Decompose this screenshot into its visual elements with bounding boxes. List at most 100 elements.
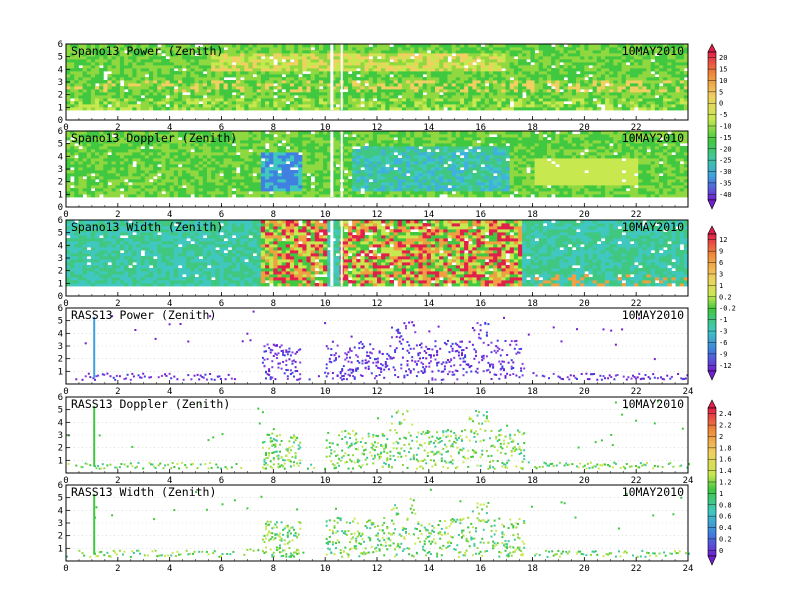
heatmap-cell (202, 167, 208, 171)
heatmap-cell (451, 44, 457, 48)
heatmap-cell (211, 179, 216, 183)
heatmap-cell (169, 143, 175, 147)
heatmap-cell (318, 137, 324, 141)
heatmap-cell (186, 68, 191, 72)
heatmap-cell (671, 95, 676, 99)
heatmap-cell (186, 71, 191, 75)
heatmap-cell (298, 50, 303, 54)
heatmap-cell (435, 107, 440, 111)
heatmap-cell (381, 77, 386, 81)
heatmap-cell (182, 134, 187, 138)
heatmap-cell (260, 101, 266, 105)
heatmap-cell (211, 83, 216, 87)
heatmap-cell (621, 101, 627, 105)
heatmap-cell (161, 74, 166, 78)
heatmap-cell (530, 47, 535, 51)
heatmap-cell (426, 101, 432, 105)
heatmap-cell (186, 143, 191, 147)
heatmap-cell (289, 89, 295, 93)
heatmap-cell (289, 107, 295, 111)
heatmap-cell (310, 164, 316, 168)
heatmap-cell (206, 167, 212, 171)
heatmap-cell (111, 167, 117, 171)
heatmap-cell (140, 53, 146, 57)
heatmap-cell (331, 182, 336, 186)
heatmap-cell (343, 149, 349, 153)
heatmap-cell (629, 71, 635, 75)
heatmap-cell (260, 53, 266, 57)
heatmap-cell (389, 161, 394, 165)
heatmap-cell (352, 86, 357, 90)
heatmap-cell (240, 47, 245, 51)
heatmap-cell (90, 179, 96, 183)
heatmap-cell (128, 194, 133, 198)
heatmap-cell (273, 53, 278, 57)
heatmap-cell (335, 59, 341, 63)
heatmap-cell (269, 104, 274, 108)
heatmap-cell (240, 167, 245, 171)
heatmap-cell (683, 104, 689, 108)
heatmap-cell (215, 188, 220, 192)
heatmap-cell (140, 179, 146, 183)
heatmap-cell (377, 146, 382, 150)
heatmap-cell (273, 98, 278, 102)
heatmap-cell (227, 65, 233, 69)
heatmap-cell (377, 182, 382, 186)
heatmap-cell (298, 140, 303, 144)
heatmap-cell (90, 62, 96, 66)
heatmap-cell (265, 170, 270, 174)
heatmap-cell (265, 191, 270, 195)
heatmap-cell (576, 107, 581, 111)
heatmap-cell (215, 146, 220, 150)
heatmap-cell (190, 107, 195, 111)
heatmap-cell (173, 104, 179, 108)
heatmap-cell (186, 62, 191, 66)
heatmap-cell (169, 107, 175, 111)
heatmap-cell (547, 89, 552, 93)
heatmap-cell (418, 59, 424, 63)
heatmap-cell (273, 74, 278, 78)
heatmap-cell (281, 194, 287, 198)
heatmap-cell (480, 47, 486, 51)
heatmap-cell (161, 89, 166, 93)
heatmap-cell (277, 80, 283, 84)
heatmap-cell (584, 95, 589, 99)
heatmap-cell (600, 62, 606, 66)
heatmap-cell (372, 140, 378, 144)
heatmap-cell (236, 137, 241, 141)
heatmap-cell (459, 98, 465, 102)
heatmap-cell (327, 92, 332, 96)
heatmap-cell (663, 62, 668, 66)
heatmap-cell (538, 86, 544, 90)
heatmap-cell (393, 131, 399, 135)
heatmap-cell (414, 68, 419, 72)
heatmap-cell (530, 71, 535, 75)
heatmap-cell (294, 155, 299, 159)
heatmap-cell (372, 173, 378, 177)
heatmap-cell (206, 56, 212, 60)
heatmap-cell (223, 170, 229, 174)
heatmap-cell (600, 68, 606, 72)
heatmap-cell (663, 86, 668, 90)
heatmap-cell (534, 53, 540, 57)
heatmap-cell (161, 56, 166, 60)
heatmap-cell (356, 173, 361, 177)
heatmap-cell (260, 80, 266, 84)
heatmap-cell (377, 167, 382, 171)
heatmap-cell (625, 104, 631, 108)
heatmap-cell (182, 173, 187, 177)
heatmap-cell (169, 89, 175, 93)
heatmap-cell (621, 83, 627, 87)
heatmap-cell (103, 134, 108, 138)
heatmap-cell (401, 86, 407, 90)
heatmap-cell (360, 173, 365, 177)
heatmap-cell (277, 68, 283, 72)
heatmap-cell (302, 107, 307, 111)
heatmap-cell (385, 140, 390, 144)
heatmap-cell (538, 77, 544, 81)
heatmap-cell (406, 68, 411, 72)
heatmap-cell (393, 194, 399, 198)
heatmap-cell (136, 158, 142, 162)
heatmap-cell (343, 98, 349, 102)
heatmap-cell (289, 101, 295, 105)
